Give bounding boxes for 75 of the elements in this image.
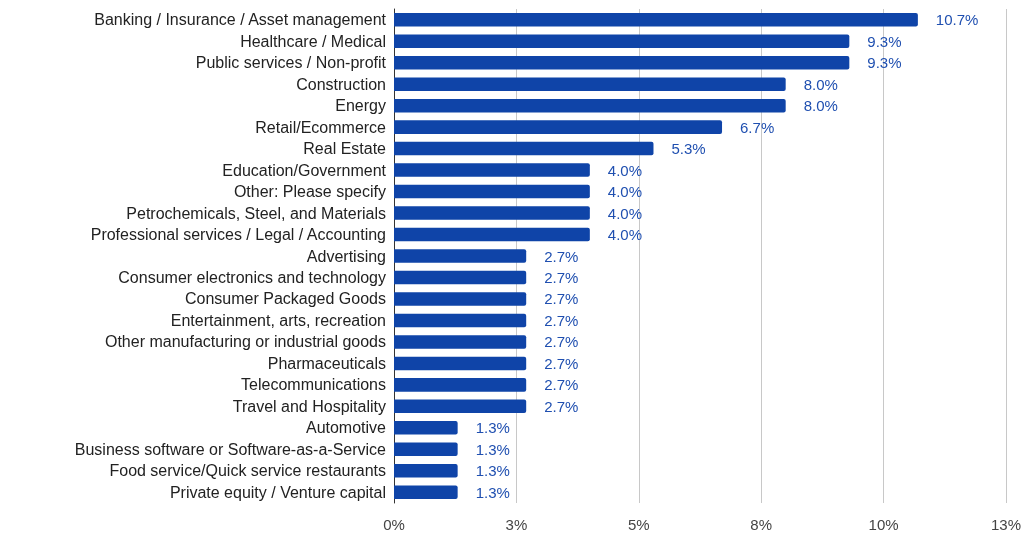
data-label: 1.3% [475,440,510,458]
data-label: 2.7% [544,376,579,394]
y-tick-label: Retail/Ecommerce [255,118,387,136]
bar [394,356,527,371]
bar [394,399,527,414]
y-tick-label: Other manufacturing or industrial goods [104,333,386,351]
bar [394,227,590,242]
data-label: 2.7% [544,247,579,265]
y-tick-label: Public services / Non-profit [195,54,387,72]
y-tick-label: Consumer Packaged Goods [185,290,386,308]
bar [394,292,527,306]
data-label: 6.7% [740,118,775,136]
y-tick-label: Healthcare / Medical [240,32,386,50]
x-tick-label: 13% [990,516,1022,533]
data-label: 4.0% [607,161,643,179]
bar [394,141,654,156]
bar [394,120,723,134]
bar [394,442,458,457]
x-tick-label: 0% [383,516,405,533]
y-tick-label: Entertainment, arts, recreation [170,311,386,329]
data-label: 9.3% [867,32,902,50]
y-tick-label: Advertising [306,247,386,265]
data-label: 2.7% [544,268,579,286]
y-tick-label: Telecommunications [241,376,386,394]
y-tick-label: Petrochemicals, Steel, and Materials [126,204,386,222]
data-label: 1.3% [475,483,510,501]
y-tick-label: Construction [296,75,386,93]
data-label: 8.0% [803,75,838,93]
bar [394,335,527,349]
data-label: 1.3% [475,462,510,480]
bar [394,98,786,113]
data-label: 9.3% [867,54,902,72]
y-tick-label: Banking / Insurance / Asset management [94,11,387,29]
y-tick-label: Energy [335,97,386,115]
data-label: 5.3% [671,140,706,158]
x-tick-label: 10% [868,516,899,533]
data-label: 4.0% [607,226,643,244]
data-label: 1.3% [475,419,510,437]
data-label: 2.7% [544,290,579,308]
bar [394,421,458,435]
y-tick-label: Private equity / Venture capital [169,483,386,501]
x-tick-label: 5% [627,516,650,533]
y-tick-label: Food service/Quick service restaurants [109,462,386,480]
y-tick-label: Automotive [305,419,387,437]
data-label: 4.0% [607,204,643,222]
y-tick-label: Professional services / Legal / Accounting [90,226,386,244]
y-tick-label: Education/Government [222,161,387,179]
data-label: 4.0% [607,183,643,201]
data-label: 2.7% [544,333,579,351]
bar [394,378,527,392]
y-tick-label: Travel and Hospitality [232,397,386,415]
data-label: 2.7% [544,397,579,415]
bar [394,206,590,220]
data-label: 10.7% [935,11,979,29]
bar [394,34,850,48]
data-label: 2.7% [544,354,579,372]
bar [394,270,527,285]
x-tick-label: 8% [750,516,773,533]
y-tick-label: Consumer electronics and technology [118,268,386,286]
bar [394,249,527,263]
bar [394,184,590,199]
data-label: 8.0% [803,97,838,115]
bar [394,313,527,328]
y-tick-label: Other: Please specify [233,183,386,201]
data-label: 2.7% [544,311,579,329]
x-tick-label: 3% [505,516,528,533]
bar [394,12,918,27]
bar [394,464,458,478]
bar [394,485,458,500]
y-tick-label: Real Estate [303,140,387,158]
bar [394,77,786,91]
bar [394,163,590,177]
y-tick-label: Business software or Software-as-a-Service [74,440,387,458]
y-tick-label: Pharmaceuticals [267,354,386,372]
bar [394,55,850,70]
